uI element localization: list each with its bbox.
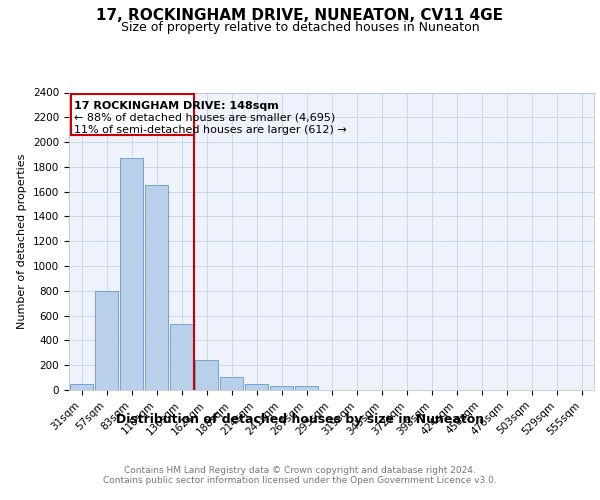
Text: 17 ROCKINGHAM DRIVE: 148sqm: 17 ROCKINGHAM DRIVE: 148sqm: [74, 100, 279, 110]
Bar: [71, 94, 193, 136]
Text: ← 88% of detached houses are smaller (4,695): ← 88% of detached houses are smaller (4,…: [74, 113, 335, 123]
Bar: [145, 186, 168, 390]
Bar: [245, 384, 268, 390]
Text: Contains HM Land Registry data © Crown copyright and database right 2024.: Contains HM Land Registry data © Crown c…: [124, 466, 476, 475]
Bar: [220, 377, 243, 390]
Text: Contains public sector information licensed under the Open Government Licence v3: Contains public sector information licen…: [103, 476, 497, 485]
Bar: [170, 324, 193, 390]
Y-axis label: Number of detached properties: Number of detached properties: [17, 154, 28, 329]
Text: 17, ROCKINGHAM DRIVE, NUNEATON, CV11 4GE: 17, ROCKINGHAM DRIVE, NUNEATON, CV11 4GE: [97, 8, 503, 22]
Bar: [120, 158, 143, 390]
Bar: [295, 386, 318, 390]
Bar: [195, 360, 218, 390]
Text: 11% of semi-detached houses are larger (612) →: 11% of semi-detached houses are larger (…: [74, 126, 347, 136]
Text: Distribution of detached houses by size in Nuneaton: Distribution of detached houses by size …: [116, 412, 484, 426]
Bar: [270, 386, 293, 390]
Bar: [95, 291, 118, 390]
Bar: [70, 384, 93, 390]
Text: Size of property relative to detached houses in Nuneaton: Size of property relative to detached ho…: [121, 21, 479, 34]
